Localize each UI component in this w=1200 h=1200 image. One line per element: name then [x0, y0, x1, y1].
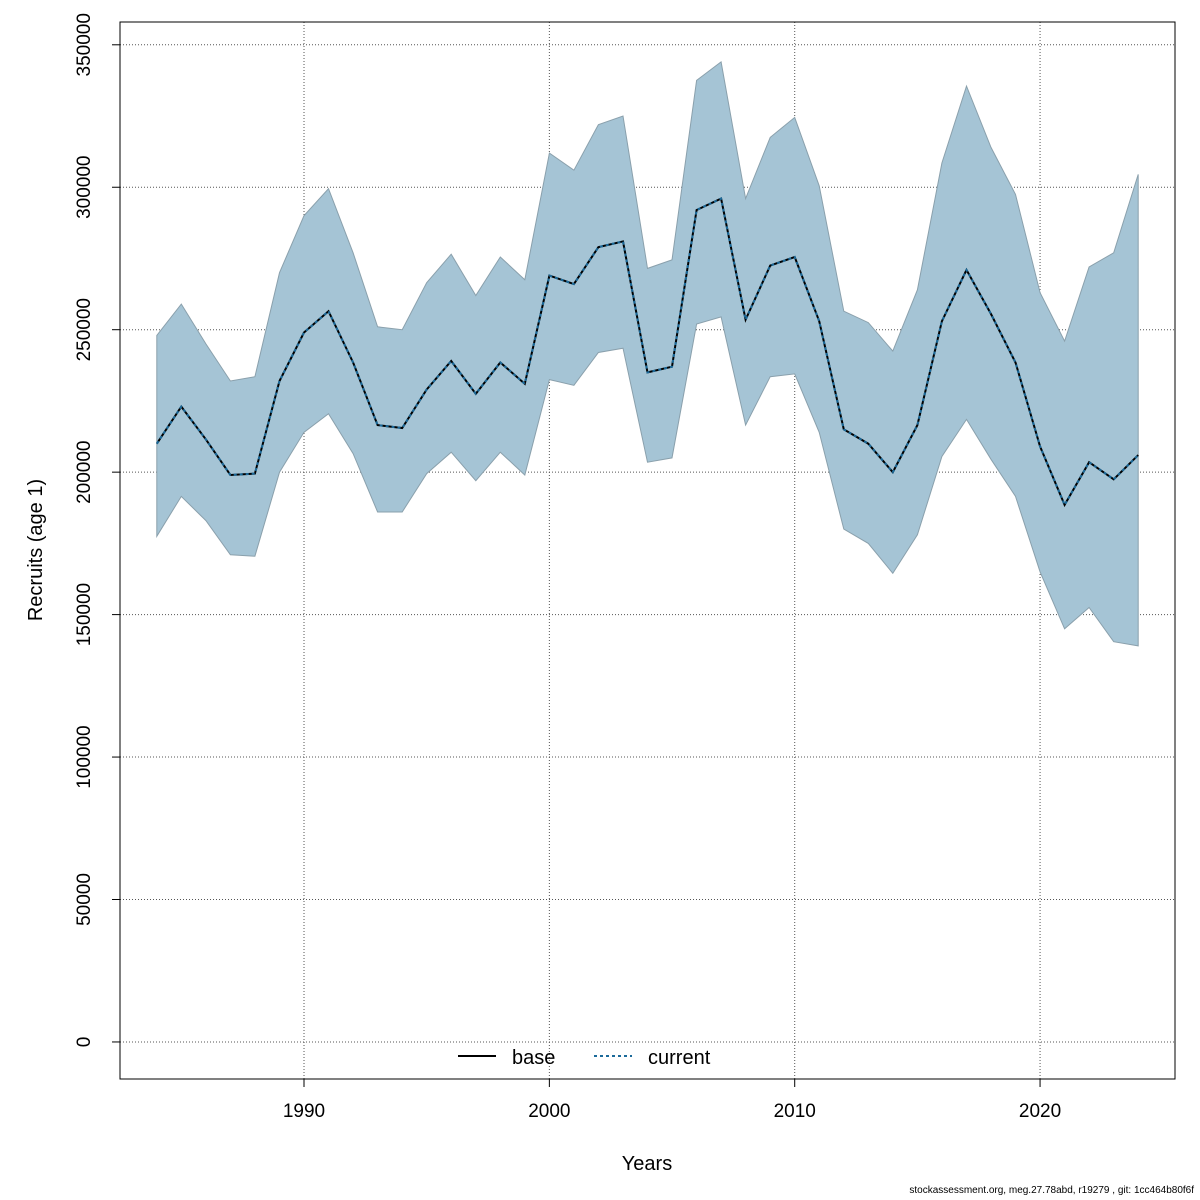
series-line-current [155, 197, 1139, 508]
footer-credit: stockassessment.org, meg.27.78abd, r1927… [909, 1185, 1194, 1196]
x-axis: 1990 2000 2010 2020 [283, 1079, 1061, 1122]
y-tick-label: 100000 [74, 725, 95, 788]
plot-frame [119, 21, 1176, 1080]
legend-label-base: base [512, 1047, 555, 1069]
y-tick-label: 250000 [74, 298, 95, 361]
x-tick-label: 2010 [774, 1101, 816, 1122]
y-tick-label: 200000 [74, 440, 95, 503]
legend-label-current: current [648, 1047, 711, 1069]
x-tick-label: 2000 [528, 1101, 570, 1122]
confidence-band [156, 61, 1139, 647]
legend: base current [458, 1047, 711, 1069]
y-axis-title: Recruits (age 1) [25, 479, 47, 621]
x-axis-title: Years [622, 1153, 672, 1175]
y-tick-label: 300000 [74, 155, 95, 218]
y-tick-label: 0 [74, 1037, 95, 1048]
y-tick-label: 350000 [74, 13, 95, 76]
x-tick-label: 1990 [283, 1101, 325, 1122]
x-tick-label: 2020 [1019, 1101, 1061, 1122]
y-tick-label: 150000 [74, 583, 95, 646]
y-axis: 0 50000 100000 150000 200000 250000 300000 3500… [74, 13, 120, 1047]
y-tick-label: 50000 [74, 873, 95, 926]
